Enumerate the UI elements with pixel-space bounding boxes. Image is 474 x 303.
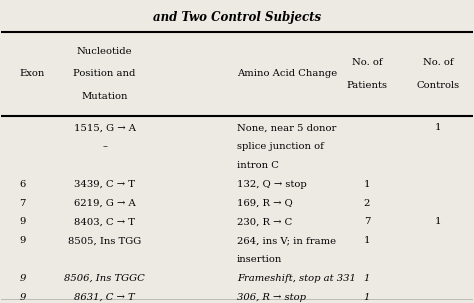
Text: 264, ins V; in frame: 264, ins V; in frame (237, 236, 336, 245)
Text: None, near 5 donor: None, near 5 donor (237, 123, 337, 132)
Text: Mutation: Mutation (82, 92, 128, 101)
Text: Controls: Controls (416, 81, 459, 90)
Text: Frameshift, stop at 331: Frameshift, stop at 331 (237, 274, 356, 283)
Text: 8403, C → T: 8403, C → T (74, 217, 135, 226)
Text: 7: 7 (19, 198, 26, 208)
Text: Exon: Exon (19, 69, 45, 78)
Text: 9: 9 (19, 274, 26, 283)
Text: splice junction of: splice junction of (237, 142, 324, 151)
Text: Patients: Patients (346, 81, 387, 90)
Text: 9: 9 (19, 236, 26, 245)
Text: 169, R → Q: 169, R → Q (237, 198, 293, 208)
Text: 9: 9 (19, 293, 26, 302)
Text: insertion: insertion (237, 255, 283, 264)
Text: 306, R → stop: 306, R → stop (237, 293, 306, 302)
Text: 3439, C → T: 3439, C → T (74, 180, 135, 189)
Text: Nucleotide: Nucleotide (77, 47, 132, 56)
Text: 1: 1 (364, 180, 370, 189)
Text: 1: 1 (364, 274, 370, 283)
Text: 132, Q → stop: 132, Q → stop (237, 180, 307, 189)
Text: No. of: No. of (352, 58, 382, 67)
Text: 1515, G → A: 1515, G → A (73, 123, 136, 132)
Text: 7: 7 (364, 217, 370, 226)
Text: –: – (102, 142, 107, 151)
Text: 1: 1 (364, 293, 370, 302)
Text: Position and: Position and (73, 69, 136, 78)
Text: 8631, C → T: 8631, C → T (74, 293, 135, 302)
Text: 1: 1 (435, 217, 441, 226)
Text: 1: 1 (364, 236, 370, 245)
Text: 8506, Ins TGGC: 8506, Ins TGGC (64, 274, 145, 283)
Text: intron C: intron C (237, 161, 279, 170)
Text: Amino Acid Change: Amino Acid Change (237, 69, 337, 78)
Text: No. of: No. of (422, 58, 453, 67)
Text: 2: 2 (364, 198, 370, 208)
Text: 6219, G → A: 6219, G → A (74, 198, 136, 208)
Text: and Two Control Subjects: and Two Control Subjects (153, 11, 321, 24)
Text: 1: 1 (435, 123, 441, 132)
Text: 8505, Ins TGG: 8505, Ins TGG (68, 236, 141, 245)
Text: 230, R → C: 230, R → C (237, 217, 292, 226)
Text: 6: 6 (19, 180, 26, 189)
Text: 9: 9 (19, 217, 26, 226)
